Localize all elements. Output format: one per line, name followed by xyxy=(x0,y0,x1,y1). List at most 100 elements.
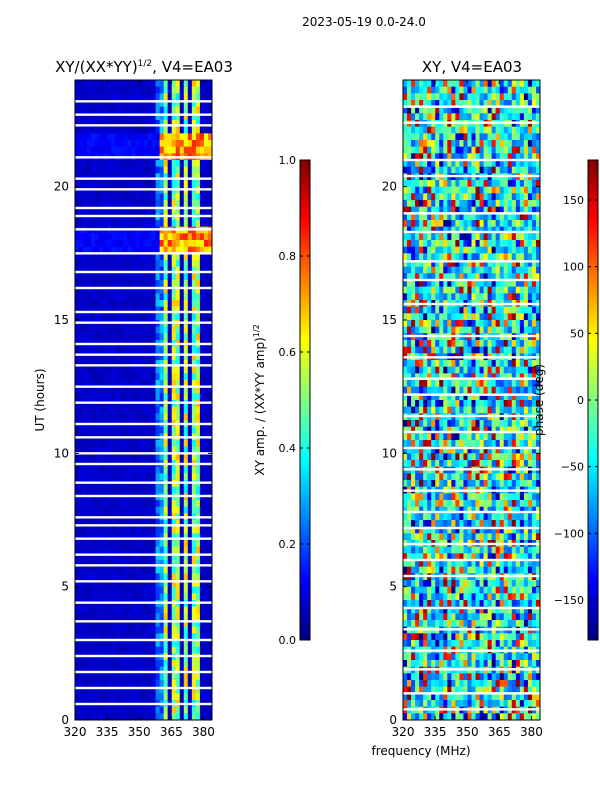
heatmap-cell xyxy=(79,313,83,320)
heatmap-cell xyxy=(87,133,91,140)
heatmap-cell xyxy=(95,540,99,547)
heatmap-cell xyxy=(188,647,192,654)
heatmap-cell xyxy=(148,660,152,667)
heatmap-cell xyxy=(419,167,423,174)
heatmap-cell xyxy=(144,260,148,267)
heatmap-cell xyxy=(168,527,172,534)
heatmap-cell xyxy=(115,80,119,87)
heatmap-cell xyxy=(95,160,99,167)
heatmap-cell xyxy=(131,133,135,140)
heatmap-cell xyxy=(484,113,488,120)
heatmap-cell xyxy=(176,627,180,634)
heatmap-cell xyxy=(164,540,168,547)
heatmap-cell xyxy=(168,427,172,434)
heatmap-cell xyxy=(164,613,168,620)
heatmap-cell xyxy=(403,240,407,247)
heatmap-cell xyxy=(131,273,135,280)
heatmap-cell xyxy=(75,220,79,227)
heatmap-cell xyxy=(484,327,488,334)
heatmap-cell xyxy=(127,93,131,100)
heatmap-cell xyxy=(520,113,524,120)
heatmap-cell xyxy=(91,507,95,514)
heatmap-cell xyxy=(127,347,131,354)
heatmap-cell xyxy=(103,393,107,400)
heatmap-cell xyxy=(528,320,532,327)
heatmap-cell xyxy=(87,347,91,354)
heatmap-cell xyxy=(504,293,508,300)
heatmap-cell xyxy=(180,107,184,114)
heatmap-cell xyxy=(160,147,164,154)
heatmap-cell xyxy=(204,467,208,474)
heatmap-cell xyxy=(196,673,200,680)
heatmap-cell xyxy=(463,307,467,314)
heatmap-cell xyxy=(508,140,512,147)
heatmap-cell xyxy=(488,233,492,240)
heatmap-cell xyxy=(439,253,443,260)
heatmap-cell xyxy=(196,573,200,580)
heatmap-cell xyxy=(135,327,139,334)
heatmap-cell xyxy=(472,233,476,240)
heatmap-cell xyxy=(79,407,83,414)
heatmap-cell xyxy=(431,293,435,300)
heatmap-cell xyxy=(407,247,411,254)
heatmap-cell xyxy=(431,93,435,100)
heatmap-cell xyxy=(135,233,139,240)
heatmap-cell xyxy=(512,253,516,260)
x-tick-label: 365 xyxy=(160,725,183,739)
heatmap-cell xyxy=(119,680,123,687)
heatmap-cell xyxy=(447,147,451,154)
heatmap-cell xyxy=(75,180,79,187)
heatmap-cell xyxy=(512,347,516,354)
heatmap-cell xyxy=(480,367,484,374)
heatmap-cell xyxy=(532,87,536,94)
heatmap-cell xyxy=(431,380,435,387)
heatmap-cell xyxy=(403,80,407,87)
heatmap-cell xyxy=(180,427,184,434)
heatmap-cell xyxy=(131,487,135,494)
heatmap-cell xyxy=(516,253,520,260)
heatmap-cell xyxy=(172,93,176,100)
flagged-row xyxy=(75,655,212,657)
heatmap-cell xyxy=(176,373,180,380)
heatmap-cell xyxy=(192,407,196,414)
heatmap-cell xyxy=(99,567,103,574)
heatmap-cell xyxy=(192,507,196,514)
heatmap-cell xyxy=(520,360,524,367)
heatmap-cell xyxy=(403,193,407,200)
heatmap-cell xyxy=(520,313,524,320)
heatmap-cell xyxy=(156,407,160,414)
heatmap-cell xyxy=(496,253,500,260)
heatmap-cell xyxy=(83,80,87,87)
heatmap-cell xyxy=(411,320,415,327)
heatmap-cell xyxy=(119,220,123,227)
heatmap-cell xyxy=(115,567,119,574)
heatmap-cell xyxy=(107,467,111,474)
heatmap-cell xyxy=(407,127,411,134)
heatmap-cell xyxy=(423,113,427,120)
heatmap-cell xyxy=(156,507,160,514)
heatmap-cell xyxy=(160,233,164,240)
heatmap-cell xyxy=(423,240,427,247)
heatmap-cell xyxy=(480,187,484,194)
heatmap-cell xyxy=(99,713,103,720)
heatmap-cell xyxy=(439,140,443,147)
heatmap-cell xyxy=(164,587,168,594)
heatmap-cell xyxy=(192,540,196,547)
heatmap-cell xyxy=(196,147,200,154)
heatmap-cell xyxy=(504,80,508,87)
heatmap-cell xyxy=(516,180,520,187)
heatmap-cell xyxy=(204,627,208,634)
heatmap-cell xyxy=(435,307,439,314)
heatmap-cell xyxy=(524,327,528,334)
heatmap-cell xyxy=(160,507,164,514)
heatmap-cell xyxy=(423,87,427,94)
heatmap-cell xyxy=(176,107,180,114)
heatmap-cell xyxy=(204,147,208,154)
heatmap-cell xyxy=(119,347,123,354)
heatmap-cell xyxy=(95,300,99,307)
heatmap-cell xyxy=(403,233,407,240)
y-tick-label: 5 xyxy=(61,580,69,594)
heatmap-cell xyxy=(103,500,107,507)
heatmap-cell xyxy=(111,160,115,167)
heatmap-cell xyxy=(75,167,79,174)
